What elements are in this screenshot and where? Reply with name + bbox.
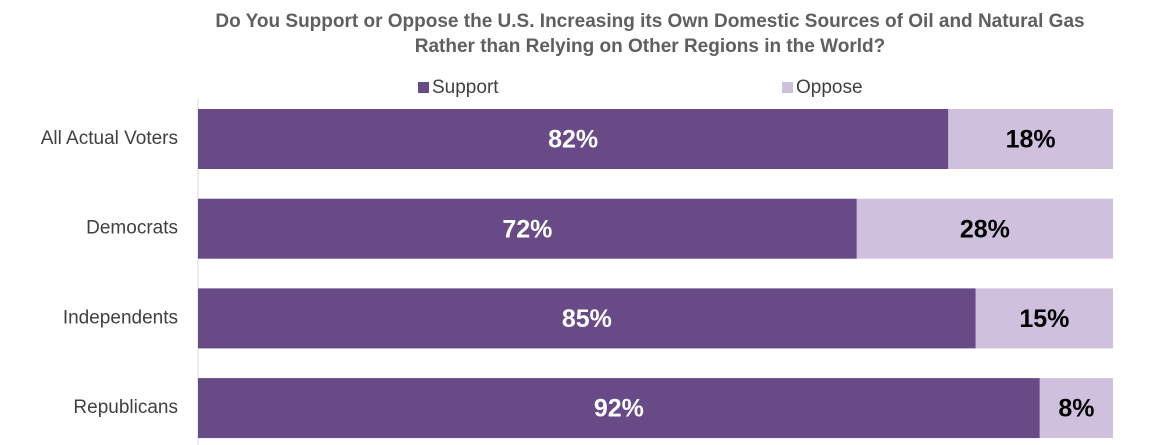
bar-segment: [948, 109, 1113, 169]
y-tick-label: Democrats: [86, 218, 178, 239]
chart-title: Do You Support or Oppose the U.S. Increa…: [215, 11, 1084, 32]
y-tick-label: Republicans: [73, 397, 178, 418]
data-label: 18%: [1006, 126, 1056, 154]
bar-segment: [198, 378, 1040, 439]
legend-swatch: [782, 82, 793, 93]
y-tick-label: Independents: [63, 307, 178, 328]
bar-segment: [975, 288, 1113, 349]
data-label: 8%: [1058, 395, 1094, 423]
y-tick-label: All Actual Voters: [41, 128, 178, 149]
bar-segment: [198, 288, 976, 349]
data-label: 82%: [548, 126, 598, 154]
data-label: 85%: [562, 305, 612, 333]
data-label: 92%: [594, 395, 644, 423]
data-label: 72%: [502, 215, 552, 243]
data-label: 28%: [960, 215, 1010, 243]
legend-label: Oppose: [796, 77, 863, 98]
bar-segment: [1039, 378, 1113, 439]
chart-title: Rather than Relying on Other Regions in …: [415, 36, 885, 57]
bar-segment: [198, 198, 857, 259]
legend-swatch: [418, 82, 429, 93]
bar-segment: [856, 198, 1113, 259]
data-label: 15%: [1019, 305, 1069, 333]
bar-segment: [198, 109, 949, 169]
legend-label: Support: [432, 77, 499, 98]
